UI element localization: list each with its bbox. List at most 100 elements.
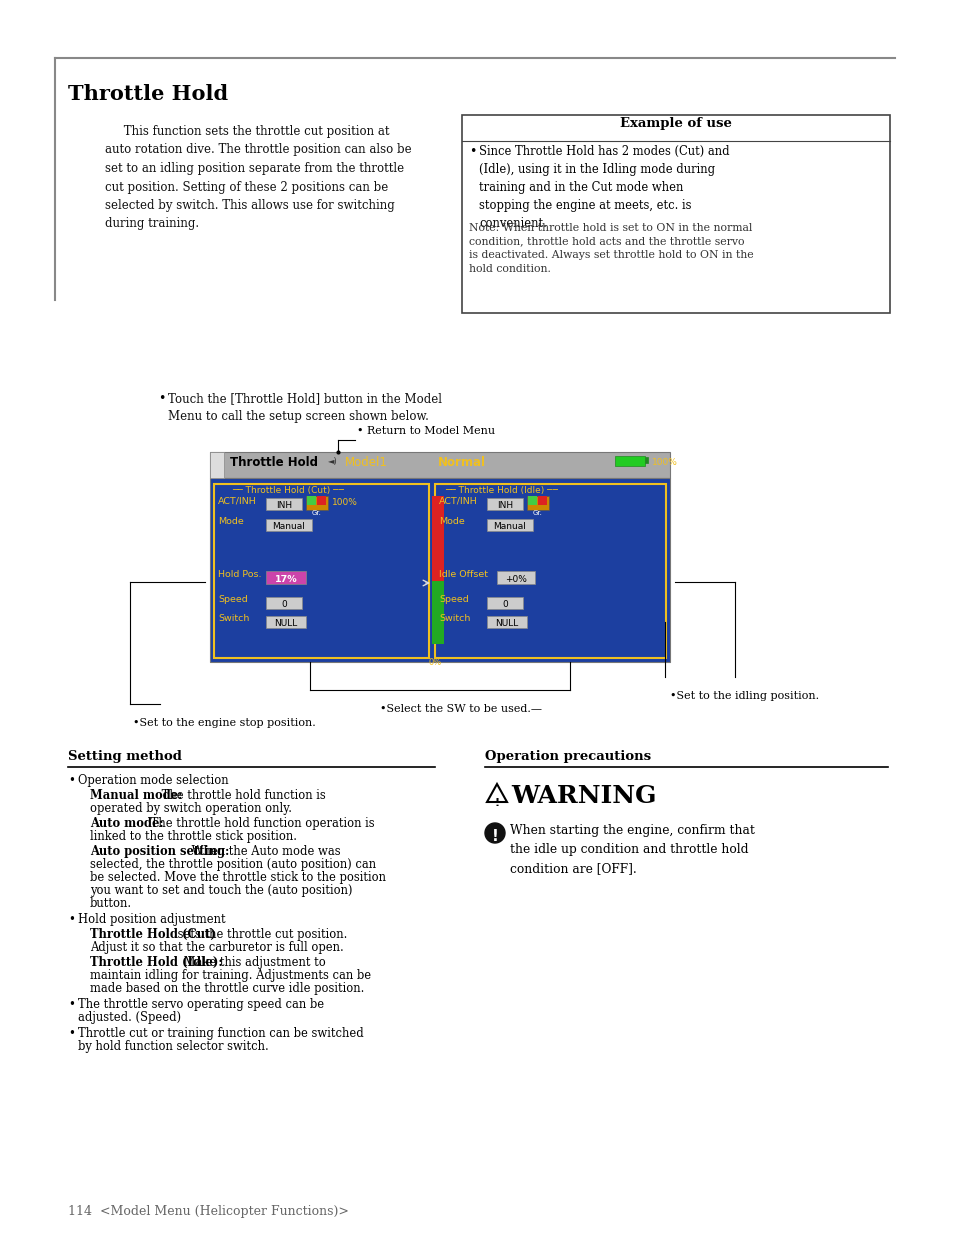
Text: The throttle hold function operation is: The throttle hold function operation is: [147, 818, 375, 830]
Text: Operation mode selection: Operation mode selection: [78, 774, 229, 787]
Bar: [266, 597, 302, 609]
Bar: [213, 484, 429, 658]
Bar: [644, 457, 647, 463]
Text: • Return to Model Menu: • Return to Model Menu: [356, 426, 495, 436]
Text: Throttle Hold: Throttle Hold: [68, 84, 228, 104]
Text: maintain idling for training. Adjustments can be: maintain idling for training. Adjustment…: [90, 969, 371, 982]
Text: you want to set and touch the (auto position): you want to set and touch the (auto posi…: [90, 884, 352, 897]
Text: button.: button.: [90, 897, 132, 910]
Text: +0%: +0%: [504, 576, 526, 584]
Text: Gr.: Gr.: [533, 510, 542, 516]
Bar: [615, 456, 644, 466]
Bar: [266, 498, 302, 510]
Text: Switch: Switch: [438, 614, 470, 622]
Bar: [266, 571, 306, 584]
Text: 100%: 100%: [651, 458, 678, 467]
Text: 0: 0: [281, 600, 287, 609]
Bar: [526, 496, 548, 510]
Bar: [486, 519, 533, 531]
Text: Auto position setting:: Auto position setting:: [90, 845, 229, 858]
Bar: [432, 580, 443, 643]
Text: !: !: [494, 798, 499, 808]
Text: Make this adjustment to: Make this adjustment to: [180, 956, 325, 969]
Text: Gr.: Gr.: [312, 510, 321, 516]
Text: ACT/INH: ACT/INH: [438, 496, 477, 505]
Text: Speed: Speed: [438, 595, 468, 604]
Bar: [210, 452, 224, 478]
Bar: [266, 616, 306, 629]
Text: This function sets the throttle cut position at
auto rotation dive. The throttle: This function sets the throttle cut posi…: [105, 125, 411, 231]
Text: be selected. Move the throttle stick to the position: be selected. Move the throttle stick to …: [90, 871, 386, 884]
Text: The throttle hold function is: The throttle hold function is: [158, 789, 325, 802]
Text: !: !: [491, 829, 497, 844]
Text: Manual: Manual: [273, 522, 305, 531]
Text: •Select the SW to be used.—: •Select the SW to be used.—: [379, 704, 541, 714]
Polygon shape: [486, 784, 506, 802]
Text: When starting the engine, confirm that
the idle up condition and throttle hold
c: When starting the engine, confirm that t…: [510, 824, 754, 876]
Bar: [486, 498, 522, 510]
Bar: [210, 478, 669, 662]
Bar: [537, 496, 546, 505]
Text: Note: When throttle hold is set to ON in the normal
condition, throttle hold act: Note: When throttle hold is set to ON in…: [469, 224, 753, 274]
Bar: [316, 496, 326, 505]
Text: Manual: Manual: [493, 522, 526, 531]
Text: Hold Pos.: Hold Pos.: [218, 571, 261, 579]
Text: NULL: NULL: [495, 619, 518, 629]
Bar: [266, 519, 312, 531]
Text: The throttle servo operating speed can be: The throttle servo operating speed can b…: [78, 998, 324, 1011]
Text: sets the throttle cut position.: sets the throttle cut position.: [173, 927, 347, 941]
Text: Adjust it so that the carburetor is full open.: Adjust it so that the carburetor is full…: [90, 941, 343, 953]
Bar: [432, 496, 443, 580]
Text: by hold function selector switch.: by hold function selector switch.: [78, 1040, 269, 1053]
Text: Hold position adjustment: Hold position adjustment: [78, 913, 226, 926]
Text: When the Auto mode was: When the Auto mode was: [188, 845, 340, 858]
Text: Model1: Model1: [345, 456, 388, 469]
Text: made based on the throttle curve idle position.: made based on the throttle curve idle po…: [90, 982, 364, 995]
Text: ◄): ◄): [328, 457, 337, 466]
Bar: [486, 597, 522, 609]
Bar: [435, 484, 665, 658]
Text: 114  <Model Menu (Helicopter Functions)>: 114 <Model Menu (Helicopter Functions)>: [68, 1205, 349, 1218]
Text: Since Throttle Hold has 2 modes (Cut) and
(Idle), using it in the Idling mode du: Since Throttle Hold has 2 modes (Cut) an…: [478, 144, 729, 230]
Text: WARNING: WARNING: [511, 784, 656, 808]
Bar: [306, 496, 328, 510]
Text: Throttle cut or training function can be switched: Throttle cut or training function can be…: [78, 1028, 363, 1040]
Text: Throttle Hold (Idle):: Throttle Hold (Idle):: [90, 956, 222, 969]
Bar: [497, 571, 535, 584]
Text: Mode: Mode: [438, 517, 464, 526]
Text: Switch: Switch: [218, 614, 249, 622]
Text: linked to the throttle stick position.: linked to the throttle stick position.: [90, 830, 296, 844]
Text: 0%: 0%: [429, 658, 442, 667]
Text: adjusted. (Speed): adjusted. (Speed): [78, 1011, 181, 1024]
Text: Idle Offset: Idle Offset: [438, 571, 488, 579]
Text: •: •: [469, 144, 476, 158]
Text: •: •: [68, 913, 74, 926]
Text: Setting method: Setting method: [68, 750, 182, 763]
Text: ── Throttle Hold (Idle) ──: ── Throttle Hold (Idle) ──: [444, 487, 558, 495]
Text: 17%: 17%: [274, 576, 297, 584]
Text: 100%: 100%: [332, 498, 357, 508]
Text: 0: 0: [501, 600, 507, 609]
Circle shape: [484, 823, 504, 844]
Text: Operation precautions: Operation precautions: [484, 750, 651, 763]
Text: •: •: [158, 391, 165, 405]
Text: •: •: [68, 998, 74, 1011]
Text: •Set to the engine stop position.: •Set to the engine stop position.: [132, 718, 315, 727]
Text: Auto mode:: Auto mode:: [90, 818, 164, 830]
Text: Throttle Hold (Cut): Throttle Hold (Cut): [90, 927, 215, 941]
Bar: [527, 496, 537, 505]
Bar: [307, 496, 315, 505]
Text: Normal: Normal: [437, 456, 485, 469]
Text: INH: INH: [497, 501, 513, 510]
Text: •: •: [68, 774, 74, 787]
Text: INH: INH: [275, 501, 292, 510]
Text: NULL: NULL: [274, 619, 297, 629]
Bar: [486, 616, 526, 629]
Text: selected, the throttle position (auto position) can: selected, the throttle position (auto po…: [90, 858, 375, 871]
Text: Touch the [Throttle Hold] button in the Model
Menu to call the setup screen show: Touch the [Throttle Hold] button in the …: [168, 391, 441, 424]
Text: Example of use: Example of use: [619, 117, 731, 130]
Text: •Set to the idling position.: •Set to the idling position.: [669, 692, 819, 701]
Text: Manual mode:: Manual mode:: [90, 789, 182, 802]
Text: ── Throttle Hold (Cut) ──: ── Throttle Hold (Cut) ──: [232, 487, 343, 495]
Text: •: •: [68, 1028, 74, 1040]
